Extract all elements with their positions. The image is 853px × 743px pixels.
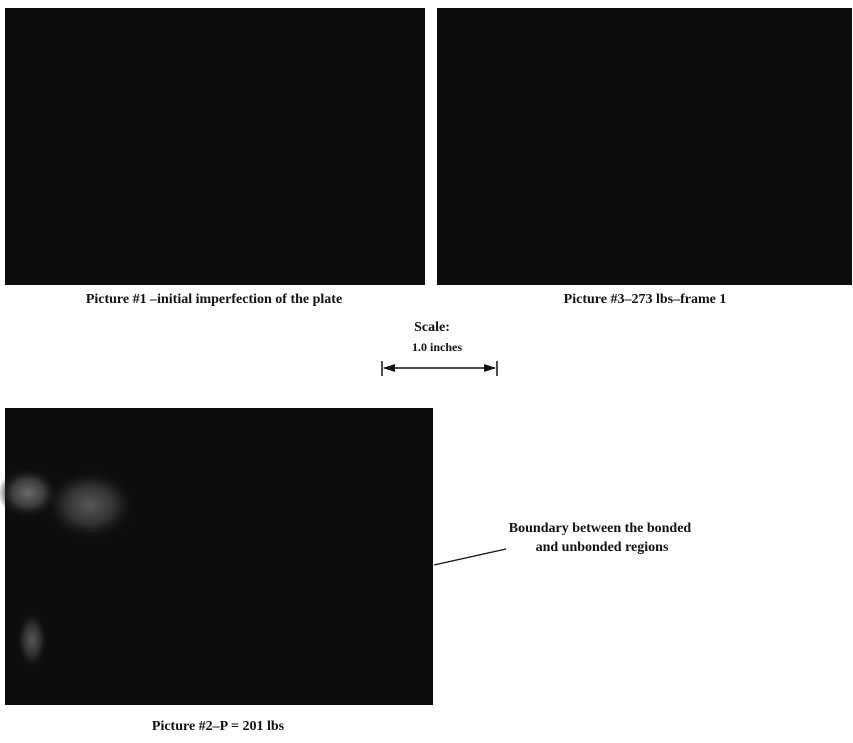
figure-page: Picture #1 –initial imperfection of the …: [0, 0, 853, 738]
scale-bar: [382, 361, 497, 376]
caption: Picture #1 –initial imperfection of the …: [86, 292, 342, 307]
picture-1: [5, 8, 425, 285]
picture-2: [0, 408, 433, 705]
caption: Picture #2–P = 201 lbs: [152, 719, 285, 734]
scale-label: 1.0 inches: [412, 340, 462, 354]
caption: Picture #3–273 lbs–frame 1: [564, 292, 727, 307]
annotation-line: Boundary between the bonded: [509, 521, 692, 536]
scale-title: Scale:: [414, 320, 450, 335]
leader-line: [434, 549, 506, 565]
annotation-line: and unbonded regions: [536, 540, 669, 555]
picture-3: [437, 8, 852, 285]
